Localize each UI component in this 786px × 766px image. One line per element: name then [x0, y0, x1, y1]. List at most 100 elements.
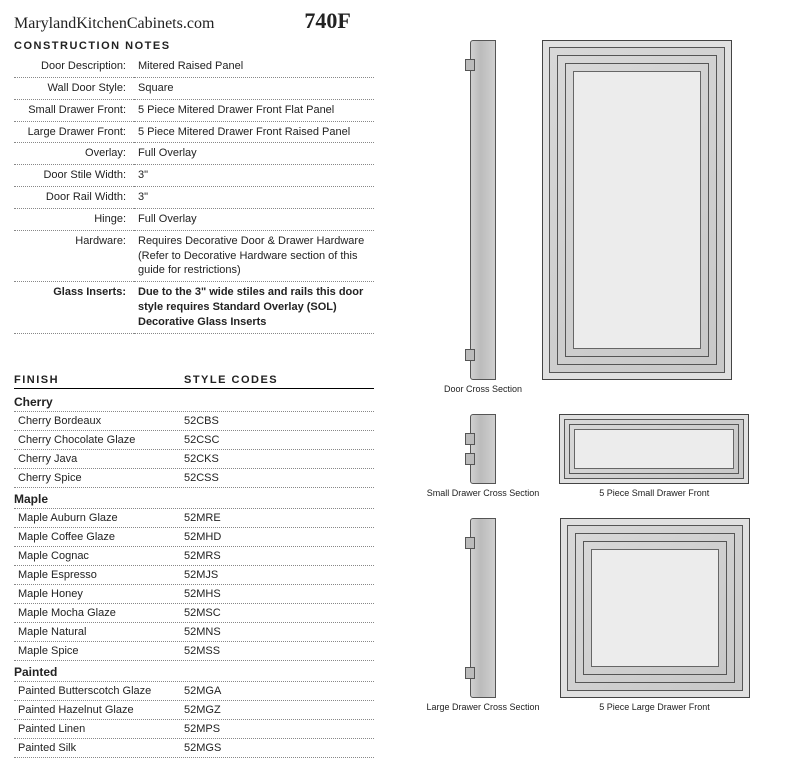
finish-name: Painted Butterscotch Glaze	[14, 685, 184, 697]
finish-row: Maple Honey52MHS	[14, 585, 374, 604]
construction-row: Hinge:Full Overlay	[14, 208, 374, 230]
finish-row: Maple Spice52MSS	[14, 642, 374, 661]
construction-value: 3"	[134, 165, 374, 187]
finish-code: 52MJS	[184, 569, 218, 581]
construction-label: Door Description:	[14, 56, 134, 77]
finish-row: Cherry Java52CKS	[14, 450, 374, 469]
construction-value: Requires Decorative Door & Drawer Hardwa…	[134, 230, 374, 282]
finish-section: FINISH STYLE CODES Cherry Cherry Bordeaux…	[14, 374, 374, 758]
construction-label: Door Stile Width:	[14, 165, 134, 187]
finish-row: Maple Cognac52MRS	[14, 547, 374, 566]
finish-name: Maple Spice	[14, 645, 184, 657]
construction-value: 5 Piece Mitered Drawer Front Raised Pane…	[134, 121, 374, 143]
finish-code: 52CBS	[184, 415, 219, 427]
construction-value: 3"	[134, 187, 374, 209]
construction-row: Door Stile Width:3"	[14, 165, 374, 187]
construction-row: Wall Door Style:Square	[14, 77, 374, 99]
construction-value: Square	[134, 77, 374, 99]
construction-row: Door Description:Mitered Raised Panel	[14, 56, 374, 77]
construction-label: Wall Door Style:	[14, 77, 134, 99]
door-cross-section-block: Door Cross Section	[444, 40, 522, 394]
finish-code: 52MHD	[184, 531, 221, 543]
finish-code: 52MHS	[184, 588, 221, 600]
finish-row: Maple Natural52MNS	[14, 623, 374, 642]
finish-code: 52MGZ	[184, 704, 221, 716]
finish-row: Maple Coffee Glaze52MHD	[14, 528, 374, 547]
finish-name: Cherry Java	[14, 453, 184, 465]
construction-value: Full Overlay	[134, 143, 374, 165]
finish-name: Maple Auburn Glaze	[14, 512, 184, 524]
finish-code: 52CSS	[184, 472, 219, 484]
model-code: 740F	[304, 8, 350, 34]
finish-name: Maple Cognac	[14, 550, 184, 562]
finish-name: Cherry Bordeaux	[14, 415, 184, 427]
construction-label: Hinge:	[14, 208, 134, 230]
finish-code: 52MPS	[184, 723, 220, 735]
construction-value: Mitered Raised Panel	[134, 56, 374, 77]
small-cross-block: Small Drawer Cross Section	[427, 414, 540, 498]
construction-row: Glass Inserts:Due to the 3" wide stiles …	[14, 282, 374, 334]
door-cross-caption: Door Cross Section	[444, 384, 522, 394]
construction-label: Door Rail Width:	[14, 187, 134, 209]
finish-row: Cherry Chocolate Glaze52CSC	[14, 431, 374, 450]
finish-group-title: Maple	[14, 488, 374, 509]
finish-code: 52MSC	[184, 607, 221, 619]
large-cross-caption: Large Drawer Cross Section	[426, 702, 539, 712]
finish-code: 52CSC	[184, 434, 219, 446]
construction-row: Small Drawer Front:5 Piece Mitered Drawe…	[14, 99, 374, 121]
construction-label: Hardware:	[14, 230, 134, 282]
door-front-icon	[542, 40, 732, 380]
small-cross-caption: Small Drawer Cross Section	[427, 488, 540, 498]
small-cross-icon	[470, 414, 496, 484]
finish-row: Painted Silk52MGS	[14, 739, 374, 758]
construction-label: Overlay:	[14, 143, 134, 165]
finish-name: Cherry Chocolate Glaze	[14, 434, 184, 446]
finish-name: Cherry Spice	[14, 472, 184, 484]
finish-row: Painted Butterscotch Glaze52MGA	[14, 682, 374, 701]
large-front-block: 5 Piece Large Drawer Front	[560, 518, 750, 712]
stylecodes-heading: STYLE CODES	[184, 374, 278, 386]
construction-row: Overlay:Full Overlay	[14, 143, 374, 165]
large-front-caption: 5 Piece Large Drawer Front	[599, 702, 710, 712]
construction-label: Small Drawer Front:	[14, 99, 134, 121]
finish-name: Maple Mocha Glaze	[14, 607, 184, 619]
finish-name: Painted Linen	[14, 723, 184, 735]
construction-label: Glass Inserts:	[14, 282, 134, 334]
finish-row: Painted Linen52MPS	[14, 720, 374, 739]
small-front-block: 5 Piece Small Drawer Front	[559, 414, 749, 498]
finish-row: Cherry Spice52CSS	[14, 469, 374, 488]
finish-code: 52MRE	[184, 512, 221, 524]
finish-name: Maple Coffee Glaze	[14, 531, 184, 543]
finish-row: Maple Espresso52MJS	[14, 566, 374, 585]
construction-row: Door Rail Width:3"	[14, 187, 374, 209]
construction-row: Hardware:Requires Decorative Door & Draw…	[14, 230, 374, 282]
construction-value: 5 Piece Mitered Drawer Front Flat Panel	[134, 99, 374, 121]
finish-group-title: Cherry	[14, 391, 374, 412]
site-title: MarylandKitchenCabinets.com	[14, 15, 214, 33]
construction-table: Door Description:Mitered Raised PanelWal…	[14, 56, 374, 334]
construction-label: Large Drawer Front:	[14, 121, 134, 143]
large-front-icon	[560, 518, 750, 698]
finish-row: Maple Mocha Glaze52MSC	[14, 604, 374, 623]
finish-code: 52MRS	[184, 550, 221, 562]
large-cross-block: Large Drawer Cross Section	[426, 518, 539, 712]
finish-name: Maple Natural	[14, 626, 184, 638]
construction-heading: CONSTRUCTION NOTES	[14, 40, 374, 52]
header: MarylandKitchenCabinets.com 740F	[14, 8, 772, 34]
finish-heading: FINISH	[14, 374, 184, 386]
small-front-caption: 5 Piece Small Drawer Front	[599, 488, 709, 498]
construction-value: Due to the 3" wide stiles and rails this…	[134, 282, 374, 334]
door-front-block	[542, 40, 732, 394]
large-cross-icon	[470, 518, 496, 698]
finish-group-title: Painted	[14, 661, 374, 682]
finish-name: Maple Espresso	[14, 569, 184, 581]
finish-code: 52MNS	[184, 626, 221, 638]
finish-code: 52CKS	[184, 453, 219, 465]
small-front-icon	[559, 414, 749, 484]
construction-value: Full Overlay	[134, 208, 374, 230]
finish-code: 52MGS	[184, 742, 221, 754]
finish-name: Painted Silk	[14, 742, 184, 754]
construction-row: Large Drawer Front:5 Piece Mitered Drawe…	[14, 121, 374, 143]
finish-row: Painted Hazelnut Glaze52MGZ	[14, 701, 374, 720]
finish-row: Maple Auburn Glaze52MRE	[14, 509, 374, 528]
